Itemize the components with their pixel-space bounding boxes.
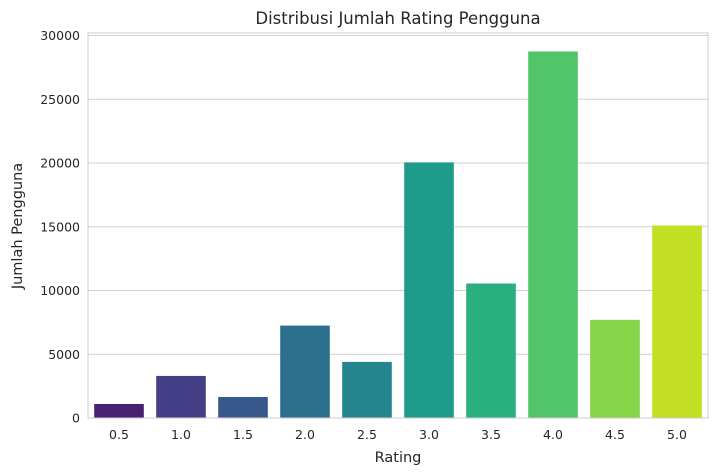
x-tick-label: 3.0 [419,427,439,442]
y-tick-label: 15000 [40,219,80,234]
y-tick-label: 5000 [48,347,80,362]
x-tick-labels: 0.5 1.0 1.5 2.0 2.5 3.0 3.5 4.0 4.5 5.0 [109,427,687,442]
bar-5.0 [652,225,702,418]
x-tick-label: 4.5 [605,427,625,442]
y-tick-label: 30000 [40,28,80,43]
x-tick-label: 0.5 [109,427,129,442]
x-tick-label: 5.0 [667,427,687,442]
bar-4.0 [528,51,578,418]
x-tick-label: 4.0 [543,427,563,442]
x-tick-label: 2.0 [295,427,315,442]
y-tick-label: 20000 [40,156,80,171]
x-axis-label: Rating [375,450,422,466]
plot-frame [87,32,709,419]
y-tick-label: 10000 [40,283,80,298]
bar-3.5 [466,283,516,418]
grid-layer [88,35,708,419]
bar-0.5 [94,403,144,418]
y-tick-labels: 0 5000 10000 15000 20000 25000 30000 [40,28,80,425]
x-tick-label: 1.5 [233,427,253,442]
bar-1.0 [156,375,206,418]
bar-4.5 [590,319,640,418]
x-tick-label: 3.5 [481,427,501,442]
y-tick-label: 25000 [40,92,80,107]
bar-1.5 [218,396,268,418]
bar-2.5 [342,361,392,418]
y-axis-label: Jumlah Pengguna [10,163,26,290]
x-tick-label: 2.5 [357,427,377,442]
y-tick-label: 0 [72,411,80,426]
bar-layer [94,51,702,418]
chart-title: Distribusi Jumlah Rating Pengguna [255,9,540,28]
bar-3.0 [404,162,454,418]
bar-2.0 [280,325,330,418]
x-tick-label: 1.0 [171,427,191,442]
